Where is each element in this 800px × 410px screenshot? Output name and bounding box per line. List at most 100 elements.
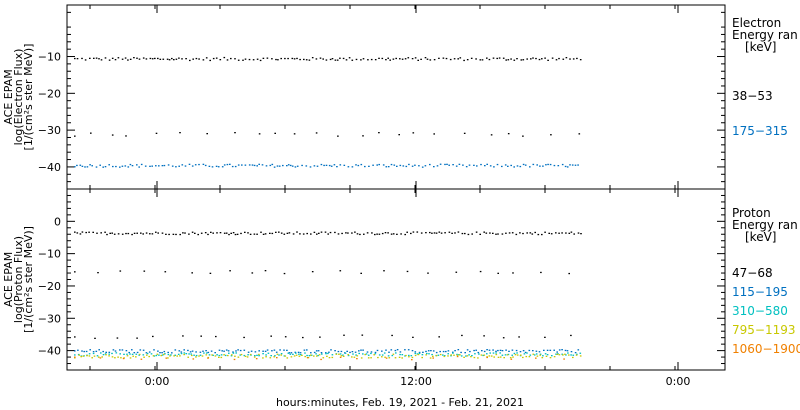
data-point (270, 335, 272, 337)
data-point (524, 351, 527, 354)
data-point (493, 166, 495, 168)
data-point (220, 354, 223, 356)
data-point (418, 351, 421, 354)
data-point (276, 353, 279, 355)
data-point (577, 349, 580, 351)
data-point (576, 57, 578, 60)
data-point (131, 349, 133, 351)
data-point (463, 59, 465, 62)
data-point (215, 165, 218, 167)
data-point (492, 352, 495, 354)
data-point (191, 165, 194, 167)
data-point (429, 59, 432, 61)
data-point (157, 350, 159, 352)
data-point (286, 232, 289, 234)
data-point (96, 355, 99, 357)
data-point (336, 59, 339, 61)
data-point (182, 232, 184, 234)
data-point (496, 57, 498, 60)
data-point (304, 355, 306, 358)
data-point (470, 356, 472, 358)
data-point (541, 233, 543, 236)
data-point (391, 334, 393, 337)
data-point (279, 349, 281, 351)
data-point (212, 57, 215, 60)
data-point (430, 350, 432, 352)
data-point (315, 353, 317, 355)
data-point (152, 355, 155, 357)
data-point (237, 349, 239, 351)
data-point (404, 355, 406, 357)
data-point (492, 232, 494, 234)
data-point (483, 350, 486, 353)
series-115-195 (74, 349, 580, 354)
data-point (572, 354, 575, 356)
data-point (574, 352, 577, 354)
data-point (286, 349, 288, 351)
data-point (232, 352, 235, 354)
data-point (327, 352, 329, 355)
data-point (83, 350, 85, 353)
data-point (220, 356, 223, 359)
data-point (529, 166, 531, 168)
data-point (556, 353, 559, 355)
data-point (326, 355, 328, 357)
data-point (259, 59, 262, 62)
data-point (115, 352, 118, 354)
data-point (339, 356, 342, 358)
data-point (88, 353, 91, 355)
data-point (114, 59, 117, 61)
data-point (569, 58, 571, 60)
data-point (367, 357, 370, 359)
data-point (214, 352, 216, 354)
data-point (387, 355, 390, 357)
data-point (566, 166, 569, 168)
data-point (168, 233, 170, 236)
data-point (482, 354, 484, 357)
data-point (382, 164, 385, 166)
data-point (338, 353, 340, 355)
data-point (325, 352, 327, 354)
data-point (438, 57, 440, 59)
data-point (328, 351, 330, 353)
data-point (457, 58, 459, 60)
data-point (353, 356, 356, 358)
data-point (358, 352, 360, 355)
data-point (541, 357, 544, 359)
data-point (204, 232, 207, 234)
data-point (228, 352, 230, 354)
data-point (325, 59, 328, 61)
data-point (520, 59, 523, 61)
data-point (401, 354, 404, 356)
data-point (124, 165, 127, 167)
data-point (344, 352, 347, 354)
data-point (557, 165, 560, 167)
data-point (525, 355, 528, 358)
data-point (85, 231, 87, 234)
data-point (440, 232, 443, 234)
data-point (320, 231, 323, 233)
data-point (475, 58, 477, 60)
data-point (302, 233, 305, 235)
data-point (432, 355, 434, 357)
data-point (561, 353, 563, 355)
data-point (459, 57, 462, 59)
data-point (301, 354, 303, 356)
data-point (195, 354, 198, 357)
data-point (278, 231, 280, 233)
data-point (174, 349, 177, 351)
data-point (148, 351, 151, 353)
data-point (172, 233, 175, 235)
data-point (342, 354, 344, 356)
data-point (247, 354, 249, 356)
data-point (568, 232, 571, 234)
data-point (522, 356, 524, 359)
data-point (120, 357, 122, 359)
data-point (466, 349, 469, 351)
y-tick-label: −30 (38, 124, 61, 137)
data-point (399, 164, 402, 167)
data-point (364, 165, 366, 168)
data-point (392, 58, 395, 60)
data-point (293, 58, 296, 60)
data-point (424, 57, 427, 59)
